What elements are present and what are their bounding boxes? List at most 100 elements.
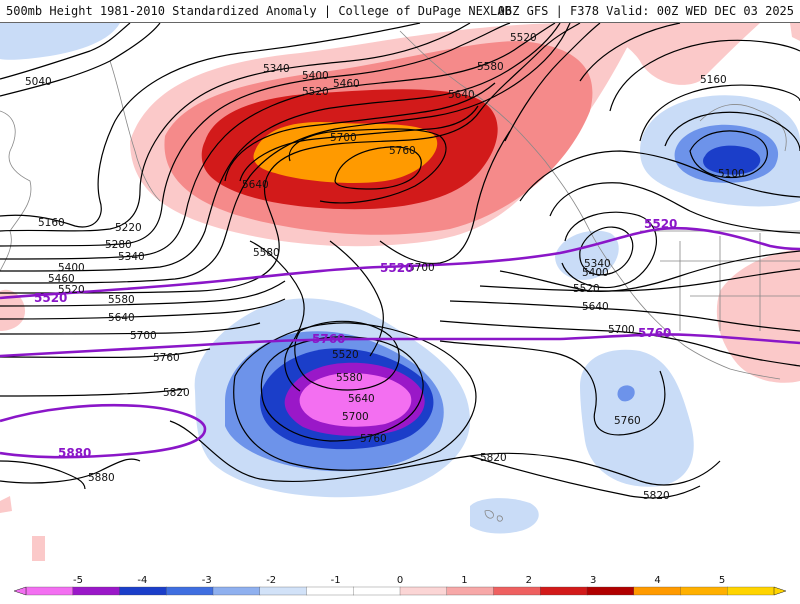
label-purple-5520-e: 5520 [644,217,677,231]
colorbar-bin [306,586,354,596]
label-purple-5880: 5880 [58,446,91,460]
colorbar-tick-label: -4 [137,575,147,586]
colorbar-tick-label: 3 [590,575,596,586]
contour-5040 [0,23,131,80]
label-5100-e: 5100 [718,168,745,180]
contour-5640-w [0,298,286,320]
coast-asia [0,110,32,272]
contour-low-1 [294,320,400,391]
label-5700-mid: 5700 [408,262,435,274]
label-5580-w: 5580 [108,294,135,306]
label-5640-low: 5640 [348,393,375,405]
map-panel: 5040 5340 5400 5460 5520 5520 5580 5640 … [0,22,800,573]
label-5820-w: 5820 [163,387,190,399]
coast-kamchatka [109,60,161,202]
label-5160-e: 5160 [700,74,727,86]
contour-ne-low-1 [689,130,768,178]
anom-pos-1-speck-ne [790,23,800,41]
coast-hawaii [484,510,503,522]
label-5580-mid: 5580 [253,247,280,259]
colorbar-bin [353,586,401,596]
colorbar-bin [399,586,448,596]
contour-5460 [0,23,571,284]
label-5280: 5280 [105,239,132,251]
contour-5760-ridge [334,146,422,190]
label-5340-w: 5340 [118,251,145,263]
contour-5640-ridge [239,105,479,182]
colorbar-bin [212,586,261,596]
colorbar-bin [25,586,74,596]
map-title: 500mb Height 1981-2010 Standardized Anom… [6,4,512,18]
colorbar-ticks: -5 -4 -3 -2 -1 0 1 2 3 4 5 [73,575,725,586]
label-5640-ne: 5640 [448,89,475,101]
map-svg: 5040 5340 5400 5460 5520 5520 5580 5640 … [0,23,800,561]
label-purple-5760-e: 5760 [638,326,671,340]
contour-5340 [0,23,556,260]
contour-low-2 [260,336,424,442]
colorbar-bin [586,586,635,596]
colorbar-bin [72,586,121,596]
label-5520-ne: 5520 [510,32,537,44]
anom-pos-1-area-ne [560,23,760,85]
label-5400-e: 5400 [582,267,609,279]
contour-ne-outer [579,23,681,82]
positive-anomaly-shading [0,23,800,561]
label-5640-w: 5640 [108,312,135,324]
purple-5880 [0,403,207,459]
label-5340-top: 5340 [263,63,290,75]
contour-5640-e [449,300,800,332]
label-5700-w: 5700 [130,330,157,342]
colorbar-tick-label: -1 [331,575,341,586]
coast-hudson [699,104,787,152]
contour-5580-w [0,280,286,307]
colorbar-bin [727,586,775,596]
label-5520-e: 5520 [573,283,600,295]
label-5460-w: 5460 [48,273,75,285]
label-5760-low: 5760 [360,433,387,445]
contour-5820-w [0,388,186,397]
contour-5760-se [439,340,666,436]
coast-canada-grid [640,230,800,331]
label-5820-se: 5820 [643,490,670,502]
contour-5760-w [0,348,211,359]
colorbar: -5 -4 -3 -2 -1 0 1 2 3 4 5 [0,572,800,600]
label-5820-s: 5820 [480,452,507,464]
colorbar-tick-label: -3 [202,575,212,586]
label-5520-low: 5520 [332,349,359,361]
label-5520-top: 5520 [302,86,329,98]
label-5640-ridge: 5640 [242,179,269,191]
model-run-label: 06Z GFS | F378 Valid: 00Z WED DEC 03 202… [497,4,794,18]
contour-5820-s [169,420,721,486]
label-5760-se: 5760 [614,415,641,427]
label-5220: 5220 [115,222,142,234]
contour-5520-w [0,23,581,294]
label-5880-w: 5880 [88,472,115,484]
anom-pos-1-area-east [716,249,800,383]
highlight-contours [0,226,800,459]
contour-low-3 [233,322,477,471]
contour-5520-e [499,250,800,292]
label-5700-e: 5700 [608,324,635,336]
colorbar-tick-label: 1 [461,575,467,586]
colorbar-tick-label: 5 [719,575,725,586]
contour-5340-e [519,150,800,202]
purple-5520 [0,226,800,300]
colorbar-bin [540,586,588,596]
label-5160-w: 5160 [38,217,65,229]
label-5460-top: 5460 [333,78,360,90]
contour-5880-w [0,460,86,490]
colorbar-tick-label: 2 [526,575,532,586]
label-5700-ridge: 5700 [330,132,357,144]
label-purple-5760-w: 5760 [312,332,345,346]
colorbar-bin [680,586,728,596]
header-bar: 500mb Height 1981-2010 Standardized Anom… [0,0,800,22]
colorbar-right-arrow [773,586,787,596]
colorbar-bin [446,586,495,596]
label-5700-low: 5700 [342,411,369,423]
contour-5160-w [0,23,421,228]
contour-ne-low-3 [639,84,800,142]
colorbar-tick-label: 0 [397,575,403,586]
contour-5280 [0,23,511,247]
label-5640-e: 5640 [582,301,609,313]
